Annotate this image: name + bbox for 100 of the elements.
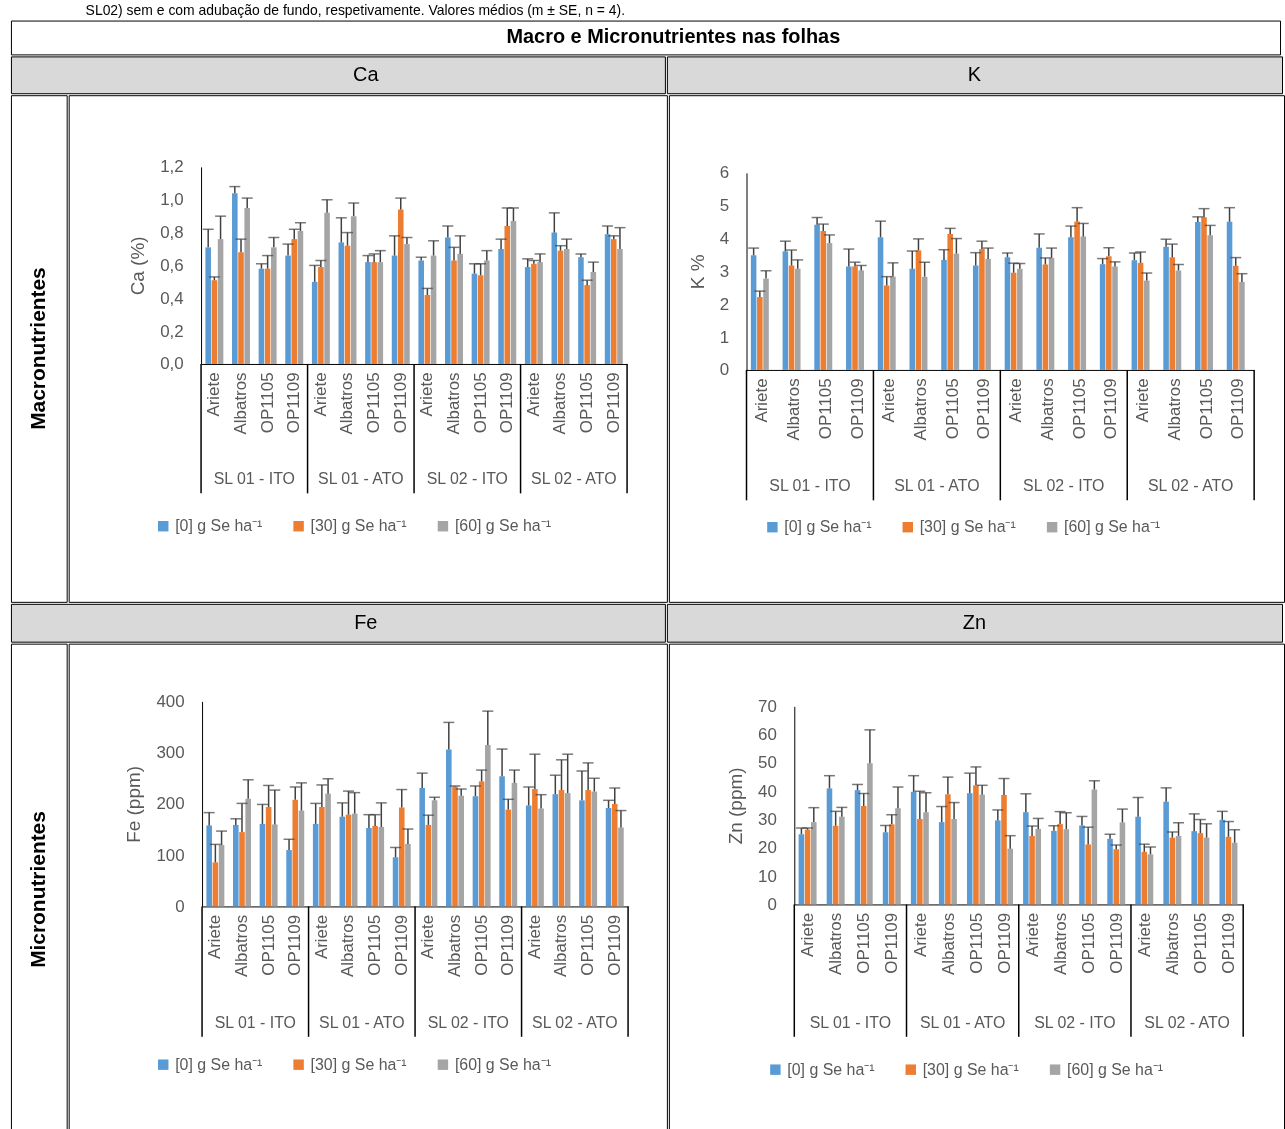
bar: [972, 265, 979, 370]
legend-label: [0] g Se ha⁻¹: [175, 517, 263, 535]
bar: [1195, 222, 1201, 370]
chart-title: K: [967, 62, 982, 85]
bar: [498, 249, 504, 364]
y-tick-label: 0: [175, 896, 185, 916]
bar: [820, 230, 827, 370]
x-tick-label: Albatros: [443, 372, 463, 435]
y-tick-label: 10: [758, 866, 777, 886]
x-tick-label: OP1109: [1228, 378, 1248, 440]
x-tick-label: OP1105: [364, 372, 384, 434]
x-tick-label: Ariete: [879, 378, 899, 423]
bar: [617, 249, 623, 364]
bar: [377, 262, 384, 364]
bar: [610, 239, 617, 364]
x-tick-label: Albatros: [784, 378, 804, 441]
bar: [846, 266, 852, 370]
x-tick-label: Albatros: [1164, 378, 1184, 441]
bar: [291, 239, 298, 364]
y-tick-label: 0,8: [160, 223, 184, 243]
x-tick-label: Ariete: [910, 912, 930, 958]
legend-label: [0] g Se ha⁻¹: [784, 518, 872, 536]
bar: [1007, 848, 1013, 905]
x-tick-label: Albatros: [938, 912, 958, 975]
bar: [882, 832, 889, 905]
bar: [458, 795, 464, 907]
legend-label: [60] g Se ha⁻¹: [454, 517, 551, 535]
bar: [1068, 237, 1074, 370]
y-axis-title: K %: [686, 254, 708, 290]
text: SL 02 - ITO: [1034, 1013, 1116, 1031]
bar: [1191, 831, 1197, 905]
x-tick-label: Albatros: [231, 914, 251, 977]
text: SL 01 - ITO: [213, 470, 295, 488]
bar: [239, 832, 245, 907]
y-tick-label: 400: [156, 691, 185, 711]
x-tick-label: Ariete: [1006, 378, 1026, 423]
y-tick-label: 2: [719, 294, 730, 314]
y-tick-label: 200: [156, 794, 185, 814]
y-tick-label: 0: [767, 894, 777, 914]
bar: [798, 834, 805, 905]
bar: [1219, 819, 1226, 905]
bar: [537, 262, 543, 364]
y-tick-label: 0,6: [160, 255, 184, 275]
y-tick-label: 300: [156, 743, 185, 763]
x-tick-label: OP1105: [577, 372, 597, 434]
bar: [325, 793, 331, 907]
y-tick-label: 4: [719, 229, 730, 249]
x-tick-label: Albatros: [1050, 912, 1070, 975]
bar: [505, 809, 512, 907]
bar: [611, 803, 618, 907]
bar: [350, 216, 357, 364]
x-tick-label: Ariete: [1133, 378, 1153, 423]
y-tick-label: 40: [758, 781, 777, 801]
bar: [782, 251, 789, 370]
bar: [1239, 281, 1245, 370]
bar: [404, 244, 410, 364]
y-axis-title: Ca (%): [127, 236, 149, 296]
x-tick-label: Ariete: [310, 372, 330, 417]
x-tick-label: OP1109: [847, 378, 867, 440]
bar: [951, 818, 957, 905]
bar: [558, 790, 565, 907]
bar: [531, 263, 537, 364]
x-tick-label: Albatros: [1163, 912, 1183, 975]
y-axis-title: Fe (ppm): [123, 766, 145, 843]
bar: [510, 221, 517, 364]
bar: [472, 796, 479, 907]
bar: [297, 230, 304, 364]
y-axis-title: Zn (ppm): [725, 767, 747, 845]
x-tick-label: Albatros: [230, 372, 250, 435]
bar: [1169, 257, 1176, 370]
x-tick-label: OP1109: [1106, 912, 1126, 974]
x-tick-label: OP1109: [603, 372, 623, 434]
bar: [366, 828, 372, 907]
legend-label: [30] g Se ha⁻¹: [310, 517, 407, 535]
bar: [238, 252, 244, 364]
bar: [985, 258, 991, 370]
legend-label: [60] g Se ha⁻¹: [1064, 518, 1161, 536]
bar: [286, 850, 292, 907]
bar: [211, 280, 218, 364]
x-tick-label: Ariete: [798, 912, 818, 958]
x-tick-label: Ariete: [418, 914, 438, 960]
bar: [451, 260, 457, 364]
x-tick-label: Ariete: [204, 372, 224, 417]
legend-label: [30] g Se ha⁻¹: [919, 518, 1016, 536]
text: SL 02 - ATO: [1147, 477, 1234, 495]
x-tick-label: Ariete: [1022, 912, 1042, 958]
bar: [564, 793, 571, 907]
bar: [883, 285, 890, 370]
x-tick-label: Albatros: [910, 378, 930, 441]
chart-title: Ca: [353, 62, 380, 85]
legend-label: [60] g Se ha⁻¹: [454, 1055, 551, 1073]
y-tick-label: 0,0: [160, 354, 184, 374]
bar: [477, 275, 484, 364]
bar: [372, 825, 378, 907]
y-tick-label: 0,4: [160, 288, 184, 308]
x-tick-label: Ariete: [1134, 912, 1154, 958]
x-tick-label: OP1105: [1196, 378, 1216, 440]
y-tick-label: 50: [758, 753, 777, 773]
bar: [1207, 235, 1213, 370]
x-tick-label: OP1105: [854, 912, 874, 974]
